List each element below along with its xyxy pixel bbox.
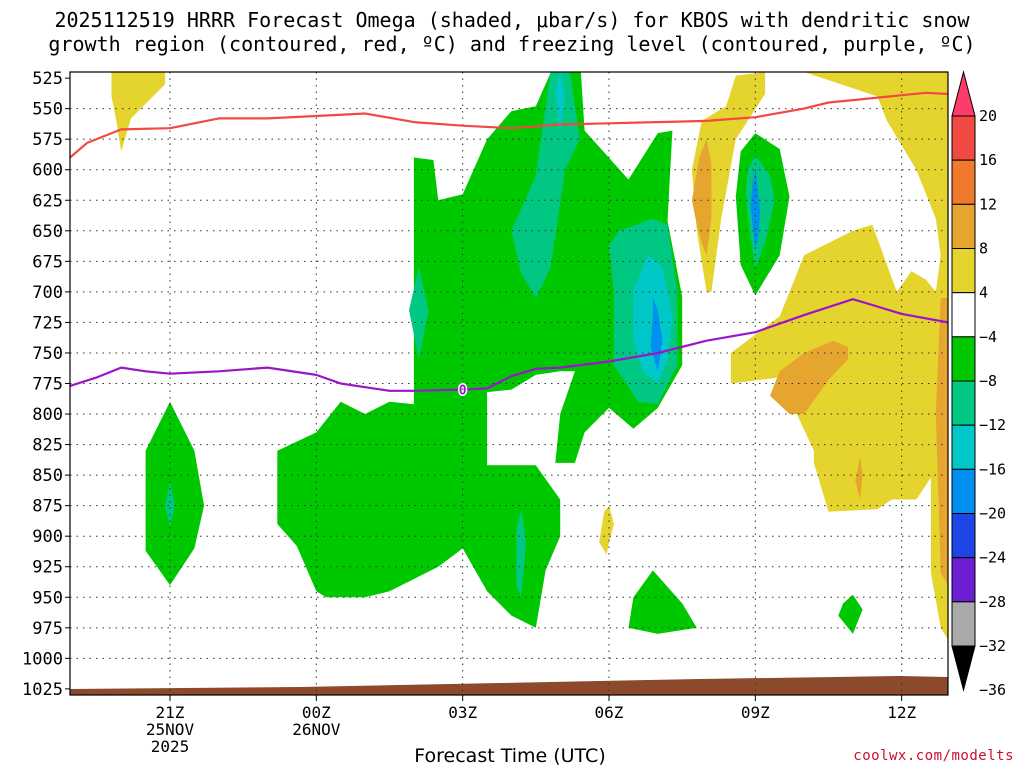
colorbar-top-arrow [952,72,975,116]
colorbar-label-10: −24 [979,549,1006,567]
colorbar-box-6 [952,337,975,381]
x-tick-label-1-1: 26NOV [292,720,341,739]
y-tick-575: 575 [32,130,63,150]
colorbar-label-5: −4 [979,328,997,346]
y-tick-550: 550 [32,100,63,120]
y-tick-1025: 1025 [22,680,63,700]
colorbar-box-2 [952,160,975,204]
colorbar-label-3: 8 [979,240,988,258]
x-tick-label-3-0: 06Z [595,703,624,722]
colorbar-box-1 [952,116,975,160]
omega-shading [70,54,948,695]
omega-colorbar: 20 16 12 8 4 −4 −8 −12 −16 −20 −24 −28 −32 −36 [952,72,1006,699]
y-tick-625: 625 [32,191,63,211]
y-tick-950: 950 [32,588,63,608]
y-tick-925: 925 [32,558,63,578]
y-tick-700: 700 [32,283,63,303]
colorbar-bottom-arrow [952,646,975,690]
y-tick-900: 900 [32,527,63,547]
x-tick-label-0-2: 2025 [151,737,190,756]
pressure-axis-labels: 525 550 575 600 625 650 675 700 725 750 775 800 825 8… [22,69,70,700]
y-tick-650: 650 [32,222,63,242]
omega-region-22 [599,506,614,555]
y-tick-1000: 1000 [22,649,63,669]
colorbar-box-10 [952,514,975,558]
colorbar-label-6: −8 [979,372,997,390]
colorbar-label-4: 4 [979,284,988,302]
colorbar-box-4 [952,249,975,293]
y-tick-525: 525 [32,69,63,89]
y-tick-850: 850 [32,466,63,486]
y-tick-750: 750 [32,344,63,364]
colorbar-label-2: 12 [979,195,997,213]
y-tick-825: 825 [32,436,63,456]
colorbar-label-12: −32 [979,637,1006,655]
colorbar-label-13: −36 [979,681,1006,699]
x-axis-label: Forecast Time (UTC) [300,745,720,767]
credit-link[interactable]: coolwx.com/modelts [853,748,1014,764]
colorbar-label-8: −16 [979,460,1006,478]
colorbar-box-8 [952,425,975,469]
colorbar-box-5 [952,293,975,337]
y-tick-600: 600 [32,161,63,181]
colorbar-label-7: −12 [979,416,1006,434]
colorbar-box-11 [952,558,975,602]
omega-region-10 [629,570,697,634]
x-tick-label-4-0: 09Z [741,703,770,722]
y-tick-775: 775 [32,375,63,395]
terrain-band [70,676,948,695]
colorbar-label-0: 20 [979,107,997,125]
y-tick-975: 975 [32,619,63,639]
x-tick-label-5-0: 12Z [887,703,916,722]
y-tick-875: 875 [32,497,63,517]
colorbar-label-1: 16 [979,151,997,169]
colorbar-label-9: −20 [979,505,1006,523]
colorbar-box-3 [952,204,975,248]
freezing-level-label: 0 [459,384,467,399]
y-tick-800: 800 [32,405,63,425]
colorbar-box-9 [952,469,975,513]
x-tick-label-2-0: 03Z [448,703,477,722]
y-tick-675: 675 [32,252,63,272]
y-tick-725: 725 [32,313,63,333]
omega-region-0 [146,402,205,585]
omega-region-15 [112,72,166,151]
colorbar-label-11: −28 [979,593,1006,611]
colorbar-box-last [952,602,975,646]
colorbar-box-7 [952,381,975,425]
